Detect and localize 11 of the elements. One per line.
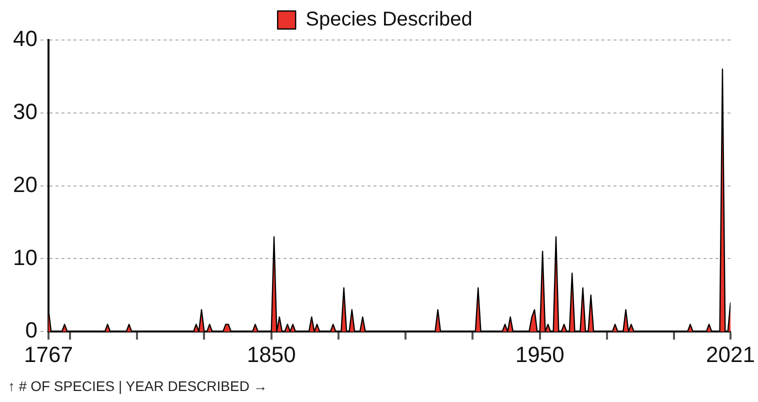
x-tick-label: 1767	[24, 342, 73, 367]
y-tick-label: 0	[25, 318, 38, 343]
y-tick-label: 10	[12, 244, 38, 270]
y-tick-label: 40	[12, 26, 38, 52]
x-tick-label: 1850	[246, 342, 296, 367]
legend-label: Species Described	[306, 8, 472, 31]
x-tick-label: 2021	[706, 342, 756, 367]
y-tick-label: 30	[12, 98, 38, 124]
text: ↑ # OF SPECIES | YEAR DESCRIBED →	[8, 378, 268, 394]
y-tick-label: 20	[12, 172, 38, 197]
x-tick-label: 1950	[515, 342, 564, 367]
